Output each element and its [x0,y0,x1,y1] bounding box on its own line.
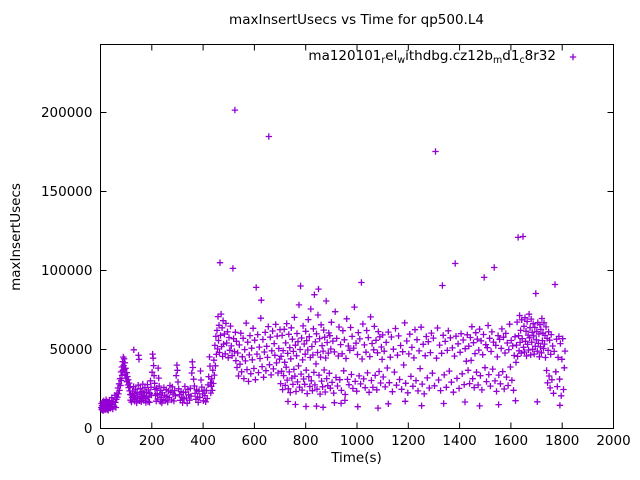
chart-title: maxInsertUsecs vs Time for qp500.L4 [229,12,484,28]
y-tick-label: 200000 [41,105,93,121]
legend-label-segment: el [385,48,398,64]
legend-label-subscript: c [519,55,525,66]
x-tick-label: 400 [190,433,216,449]
x-axis-label: Time(s) [331,450,382,466]
x-tick-label: 1400 [442,433,476,449]
x-tick-label: 1200 [391,433,425,449]
legend-series-label: ma120101relwithdbg.cz12bmd1c8r32 [308,48,556,66]
x-tick-label: 1800 [545,433,579,449]
legend-label-subscript: w [397,55,406,66]
legend-label-segment: ithdbg.cz12b [405,48,493,64]
legend-label-segment: 8r32 [524,48,556,64]
y-tick-label: 150000 [41,184,93,200]
x-tick-label: 2000 [596,433,630,449]
legend-label-segment: d1 [502,48,520,64]
x-tick-label: 600 [242,433,268,449]
x-tick-label: 1000 [340,433,374,449]
y-tick-label: 100000 [41,263,93,279]
y-axis-label: maxInsertUsecs [8,183,24,291]
data-points [98,106,569,414]
y-tick-label: 50000 [50,342,93,358]
legend-label-subscript: r [381,55,386,66]
x-tick-label: 800 [293,433,319,449]
legend-label-segment: ma120101 [308,48,382,64]
x-tick-label: 200 [139,433,165,449]
x-tick-label: 0 [96,433,105,449]
legend: ma120101relwithdbg.cz12bmd1c8r32 [308,48,556,66]
axis-ticks [100,44,614,429]
y-tick-label: 0 [84,421,93,437]
legend-marker-icon [569,53,577,61]
x-tick-label: 1600 [494,433,528,449]
legend-label-subscript: m [493,55,503,66]
